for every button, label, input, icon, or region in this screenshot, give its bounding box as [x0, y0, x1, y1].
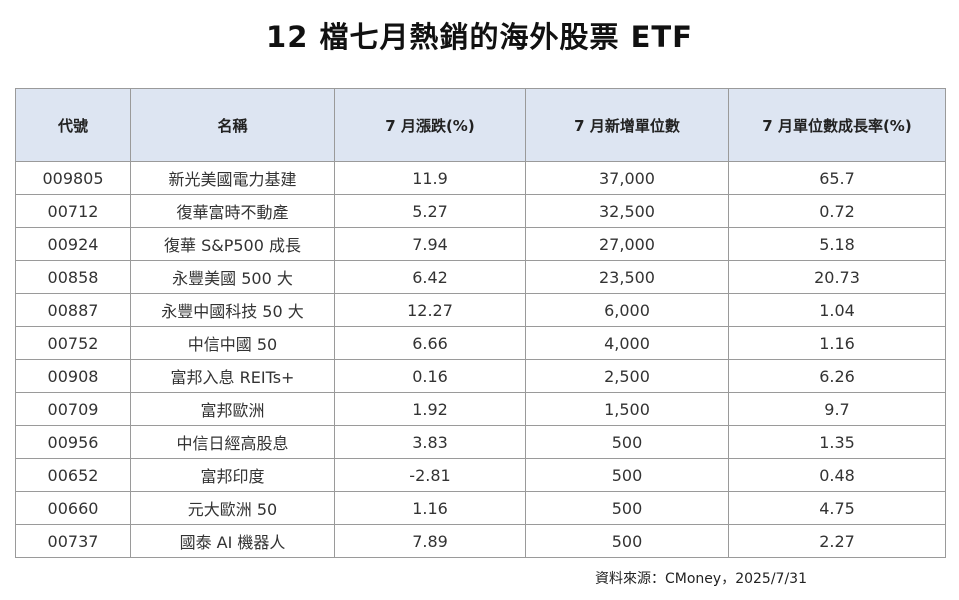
cell-code: 00924 [15, 227, 131, 261]
cell-name: 中信日經高股息 [130, 425, 335, 459]
table-row: 00908 富邦入息 REITs+ 0.16 2,500 6.26 [15, 359, 946, 393]
cell-july-unit-growth: 9.7 [728, 392, 946, 426]
table-row: 00887 永豐中國科技 50 大 12.27 6,000 1.04 [15, 293, 946, 327]
cell-july-unit-growth: 5.18 [728, 227, 946, 261]
table-body: 009805 新光美國電力基建 11.9 37,000 65.7 00712 復華富時不動產… [15, 161, 946, 558]
cell-code: 00660 [15, 491, 131, 525]
header-july-change: 7 月漲跌(%) [334, 88, 526, 162]
cell-code: 00737 [15, 524, 131, 558]
cell-code: 00908 [15, 359, 131, 393]
cell-july-change: 12.27 [334, 293, 526, 327]
cell-name: 復華 S&P500 成長 [130, 227, 335, 261]
cell-name: 富邦印度 [130, 458, 335, 492]
cell-july-new-units: 32,500 [525, 194, 729, 228]
cell-code: 009805 [15, 161, 131, 195]
table-row: 00752 中信中國 50 6.66 4,000 1.16 [15, 326, 946, 360]
etf-table: 代號 名稱 7 月漲跌(%) 7 月新增單位數 7 月單位數成長率(%) 009805 新… [15, 88, 946, 558]
table-row: 00737 國泰 AI 機器人 7.89 500 2.27 [15, 524, 946, 558]
cell-code: 00712 [15, 194, 131, 228]
cell-code: 00752 [15, 326, 131, 360]
cell-name: 國泰 AI 機器人 [130, 524, 335, 558]
cell-july-new-units: 6,000 [525, 293, 729, 327]
table-row: 00709 富邦歐洲 1.92 1,500 9.7 [15, 392, 946, 426]
table-row: 009805 新光美國電力基建 11.9 37,000 65.7 [15, 161, 946, 195]
header-july-unit-growth: 7 月單位數成長率(%) [728, 88, 946, 162]
cell-july-unit-growth: 1.16 [728, 326, 946, 360]
table-row: 00652 富邦印度 -2.81 500 0.48 [15, 458, 946, 492]
cell-july-unit-growth: 4.75 [728, 491, 946, 525]
source-note: 資料來源：CMoney，2025/7/31 [595, 571, 807, 587]
cell-july-new-units: 1,500 [525, 392, 729, 426]
table-row: 00712 復華富時不動產 5.27 32,500 0.72 [15, 194, 946, 228]
cell-july-unit-growth: 6.26 [728, 359, 946, 393]
cell-july-unit-growth: 1.04 [728, 293, 946, 327]
table-row: 00956 中信日經高股息 3.83 500 1.35 [15, 425, 946, 459]
cell-july-unit-growth: 0.48 [728, 458, 946, 492]
cell-july-change: 7.94 [334, 227, 526, 261]
cell-july-change: 3.83 [334, 425, 526, 459]
cell-code: 00956 [15, 425, 131, 459]
cell-july-new-units: 500 [525, 425, 729, 459]
page-title: 12 檔七月熱銷的海外股票 ETF [266, 20, 693, 54]
cell-july-unit-growth: 65.7 [728, 161, 946, 195]
cell-july-change: 1.92 [334, 392, 526, 426]
cell-name: 永豐中國科技 50 大 [130, 293, 335, 327]
cell-july-unit-growth: 2.27 [728, 524, 946, 558]
cell-july-change: 7.89 [334, 524, 526, 558]
cell-july-change: 0.16 [334, 359, 526, 393]
cell-july-unit-growth: 20.73 [728, 260, 946, 294]
cell-july-change: 5.27 [334, 194, 526, 228]
cell-july-new-units: 4,000 [525, 326, 729, 360]
cell-july-new-units: 2,500 [525, 359, 729, 393]
cell-code: 00709 [15, 392, 131, 426]
cell-july-change: 1.16 [334, 491, 526, 525]
cell-name: 新光美國電力基建 [130, 161, 335, 195]
cell-code: 00652 [15, 458, 131, 492]
header-july-new-units: 7 月新增單位數 [525, 88, 729, 162]
header-name: 名稱 [130, 88, 335, 162]
table-row: 00924 復華 S&P500 成長 7.94 27,000 5.18 [15, 227, 946, 261]
cell-name: 中信中國 50 [130, 326, 335, 360]
header-row: 代號 名稱 7 月漲跌(%) 7 月新增單位數 7 月單位數成長率(%) [15, 88, 946, 162]
cell-name: 富邦歐洲 [130, 392, 335, 426]
cell-july-new-units: 37,000 [525, 161, 729, 195]
cell-july-unit-growth: 1.35 [728, 425, 946, 459]
cell-july-new-units: 500 [525, 524, 729, 558]
table-row: 00660 元大歐洲 50 1.16 500 4.75 [15, 491, 946, 525]
cell-july-change: 11.9 [334, 161, 526, 195]
cell-july-new-units: 23,500 [525, 260, 729, 294]
cell-code: 00858 [15, 260, 131, 294]
cell-july-change: 6.42 [334, 260, 526, 294]
cell-name: 永豐美國 500 大 [130, 260, 335, 294]
table-header: 代號 名稱 7 月漲跌(%) 7 月新增單位數 7 月單位數成長率(%) [15, 88, 946, 162]
cell-july-new-units: 500 [525, 458, 729, 492]
cell-july-change: -2.81 [334, 458, 526, 492]
cell-july-new-units: 500 [525, 491, 729, 525]
cell-code: 00887 [15, 293, 131, 327]
table-row: 00858 永豐美國 500 大 6.42 23,500 20.73 [15, 260, 946, 294]
cell-july-new-units: 27,000 [525, 227, 729, 261]
cell-name: 富邦入息 REITs+ [130, 359, 335, 393]
cell-july-change: 6.66 [334, 326, 526, 360]
cell-july-unit-growth: 0.72 [728, 194, 946, 228]
header-code: 代號 [15, 88, 131, 162]
cell-name: 元大歐洲 50 [130, 491, 335, 525]
cell-name: 復華富時不動產 [130, 194, 335, 228]
